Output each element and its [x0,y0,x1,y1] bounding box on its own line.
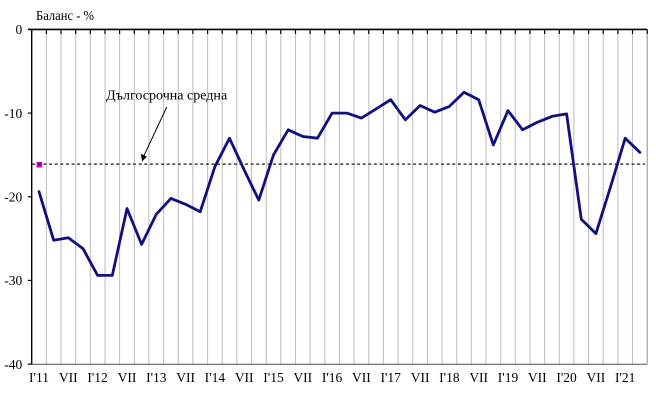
svg-text:I'12: I'12 [87,370,107,385]
svg-text:VII: VII [469,370,488,385]
svg-text:-10: -10 [4,106,22,121]
svg-text:VII: VII [176,370,195,385]
svg-text:VII: VII [352,370,371,385]
svg-text:0: 0 [16,22,23,37]
svg-text:I'17: I'17 [380,370,401,385]
svg-text:-20: -20 [4,189,22,204]
svg-text:Баланс - %: Баланс - % [36,9,94,24]
svg-text:I'13: I'13 [146,370,167,385]
svg-text:VII: VII [411,370,430,385]
svg-text:VII: VII [293,370,312,385]
svg-text:I'21: I'21 [615,370,635,385]
svg-text:I'19: I'19 [498,370,519,385]
svg-text:VII: VII [587,370,606,385]
svg-text:I'16: I'16 [322,370,343,385]
svg-text:-30: -30 [4,273,22,288]
svg-text:I'14: I'14 [205,370,226,385]
svg-text:I'20: I'20 [556,370,577,385]
svg-text:VII: VII [59,370,78,385]
svg-text:VII: VII [528,370,547,385]
svg-text:VII: VII [235,370,254,385]
svg-text:VII: VII [118,370,137,385]
svg-text:I'11: I'11 [29,370,49,385]
svg-text:I'18: I'18 [439,370,460,385]
svg-text:I'15: I'15 [263,370,284,385]
svg-text:Дългосрочна средна: Дългосрочна средна [106,88,228,103]
svg-text:-40: -40 [4,357,22,372]
